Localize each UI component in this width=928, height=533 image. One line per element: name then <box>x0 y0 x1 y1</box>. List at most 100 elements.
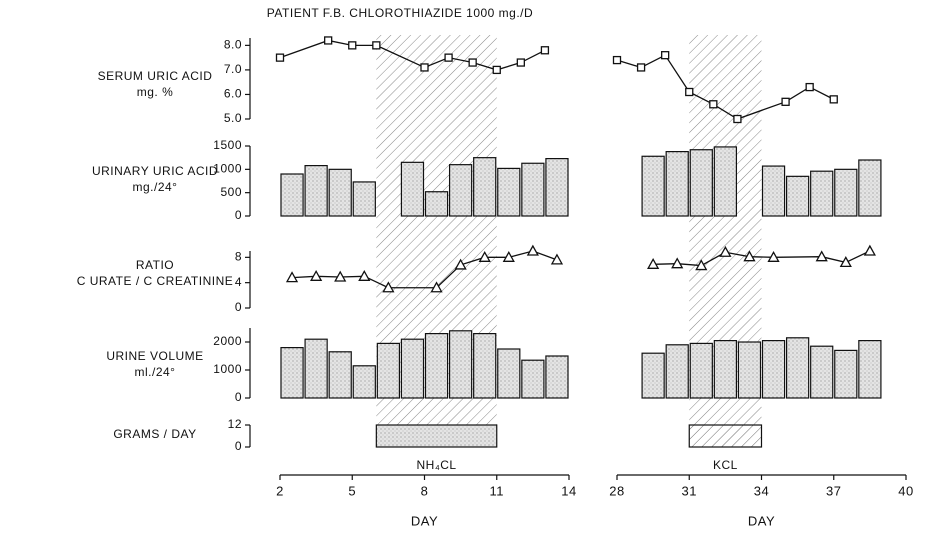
bar <box>713 146 738 217</box>
marker <box>781 97 790 106</box>
y-tick-label: 5.0 <box>224 111 242 125</box>
bar <box>713 340 738 399</box>
y-tick-label: 0 <box>235 300 242 314</box>
data-line <box>279 39 546 71</box>
bar <box>304 165 328 217</box>
bar <box>280 173 304 217</box>
marker <box>671 257 684 269</box>
bar <box>761 165 786 217</box>
row-label: GRAMS / DAY <box>113 427 196 441</box>
bar <box>810 345 834 399</box>
bar <box>424 333 449 399</box>
y-tick-label: 500 <box>220 185 242 199</box>
y-tick-label: 12 <box>228 417 242 431</box>
row-label: ml./24° <box>135 365 176 379</box>
marker <box>430 281 443 293</box>
treatment-label: KCL <box>713 458 738 472</box>
x-tick-label: 34 <box>754 483 769 498</box>
marker <box>829 95 838 104</box>
marker <box>743 250 756 262</box>
marker <box>661 51 670 60</box>
marker <box>839 256 852 268</box>
marker <box>310 269 323 281</box>
row-label: RATIO <box>136 258 174 272</box>
marker <box>863 244 876 256</box>
marker <box>526 244 539 256</box>
marker <box>478 250 491 262</box>
row-label: mg. % <box>137 85 174 99</box>
bar <box>400 161 425 217</box>
y-tick-label: 0 <box>235 208 242 222</box>
chart-title: PATIENT F.B. CHLOROTHIAZIDE 1000 mg./D <box>267 6 533 20</box>
y-tick-label: 0 <box>235 390 242 404</box>
x-tick-label: 40 <box>898 483 913 498</box>
bar <box>280 347 304 399</box>
x-tick-label: 31 <box>682 483 697 498</box>
marker <box>805 82 814 92</box>
x-tick-label: 5 <box>348 483 356 498</box>
bar <box>641 155 665 217</box>
marker <box>334 270 347 282</box>
bar <box>376 342 401 399</box>
marker <box>382 281 395 293</box>
bar <box>858 340 882 399</box>
row-label: SERUM URIC ACID <box>98 69 213 83</box>
bar <box>689 149 713 217</box>
bar <box>448 330 473 399</box>
bar <box>328 168 352 217</box>
x-tick-label: 11 <box>490 483 505 498</box>
marker <box>516 58 525 67</box>
marker <box>636 63 646 72</box>
x-axis-label: DAY <box>411 513 438 528</box>
dose-bar <box>375 424 498 448</box>
row-label: C URATE / C CREATININE <box>77 274 234 288</box>
marker <box>695 259 708 271</box>
marker <box>540 46 550 55</box>
marker <box>815 250 828 262</box>
marker <box>454 258 467 270</box>
marker <box>372 41 381 50</box>
bar <box>761 340 786 399</box>
marker <box>348 41 357 50</box>
bar <box>521 359 545 399</box>
marker <box>612 55 622 65</box>
bar <box>545 158 569 217</box>
bar <box>304 338 328 399</box>
y-tick-label: 0 <box>235 439 242 453</box>
marker <box>492 65 501 75</box>
marker <box>324 36 333 45</box>
bar <box>665 344 689 399</box>
marker <box>550 253 564 265</box>
y-tick-label: 8.0 <box>224 38 242 52</box>
bar <box>400 338 425 399</box>
marker <box>420 63 429 72</box>
dose-bar <box>688 424 763 448</box>
bar <box>737 341 762 399</box>
bar <box>689 342 713 399</box>
bar <box>473 157 497 217</box>
bar <box>834 349 858 399</box>
marker <box>685 87 694 97</box>
row-label: mg./24° <box>133 180 178 194</box>
bar <box>785 175 810 217</box>
bar <box>473 333 497 399</box>
bar <box>448 164 473 217</box>
marker <box>285 271 299 283</box>
marker <box>358 269 371 281</box>
bar <box>834 168 858 217</box>
bar <box>328 351 352 399</box>
x-tick-label: 28 <box>609 483 624 498</box>
marker <box>767 250 780 262</box>
y-tick-label: 2000 <box>213 334 242 348</box>
bar <box>497 167 521 217</box>
x-axis-label: DAY <box>748 513 775 528</box>
bar <box>521 162 545 217</box>
y-tick-label: 7.0 <box>224 62 242 76</box>
bar <box>665 151 689 217</box>
y-tick-label: 1000 <box>213 162 242 176</box>
marker <box>647 257 660 269</box>
marker <box>709 100 718 109</box>
row-label: URINE VOLUME <box>106 349 203 363</box>
bar <box>352 365 376 399</box>
